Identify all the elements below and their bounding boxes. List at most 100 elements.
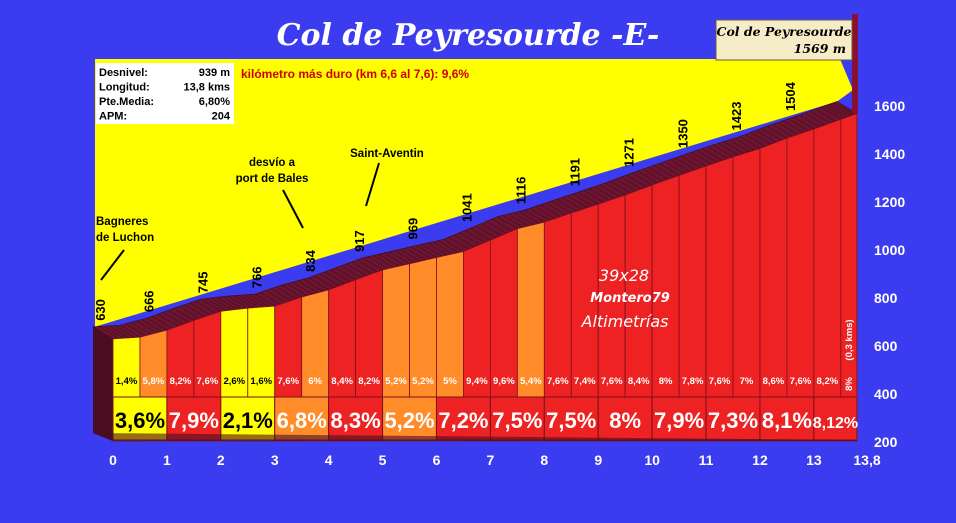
road-stripe — [567, 195, 588, 209]
segment-grade-label: 6% — [308, 376, 322, 387]
km-grade-box — [166, 396, 222, 441]
road-stripe — [373, 255, 394, 268]
road-stripe — [297, 280, 319, 294]
road-stripe — [146, 317, 168, 331]
road-stripe — [497, 216, 518, 229]
road-stripe — [400, 248, 421, 262]
elevation-label: 1350 — [675, 119, 690, 148]
km-grade-label: 8% — [609, 408, 641, 433]
segment-grade-label: 5,2% — [412, 376, 434, 387]
elevation-label: 666 — [142, 290, 157, 312]
elevation-label: 1041 — [460, 193, 475, 222]
road-stripe — [653, 164, 674, 178]
road-stripe — [793, 116, 815, 130]
y-tick-label: 1000 — [874, 242, 905, 258]
road-stripe — [513, 212, 534, 226]
segment-grade-label: 1,4% — [116, 376, 138, 387]
road-stripe — [437, 240, 459, 253]
road-stripe — [561, 197, 583, 210]
x-tick-label: 13,8 — [853, 452, 880, 468]
annotation-text: desvío a — [249, 157, 296, 169]
road-stripe — [308, 277, 329, 291]
y-tick-label: 800 — [874, 290, 898, 306]
road-stripe — [534, 206, 556, 219]
summit-pole — [852, 14, 858, 114]
annotation-text: Saint-Aventin — [350, 148, 424, 160]
road-stripe — [782, 120, 804, 133]
road-stripe — [507, 213, 529, 227]
segment-grade-label: 7,8% — [682, 376, 704, 387]
road-stripe — [648, 166, 669, 180]
road-stripe — [173, 308, 195, 321]
annotation-pointer — [282, 189, 304, 229]
road-stripe — [249, 294, 270, 307]
segment-grade-label: 8% — [659, 376, 673, 387]
road-stripe — [292, 281, 313, 295]
road-stripe — [394, 250, 416, 263]
road-stripe — [378, 253, 399, 267]
road-stripe — [313, 275, 335, 289]
segment-grade-label: 5,4% — [520, 376, 542, 387]
km-grade-label: 3,6% — [115, 408, 165, 433]
x-tick-label: 7 — [486, 452, 494, 468]
road-stripe — [658, 163, 680, 176]
elevation-label: 1271 — [621, 138, 636, 167]
summit-name: Col de Peyresourde — [717, 24, 852, 39]
segment-grade-label: 7,6% — [601, 376, 623, 387]
road-stripe — [804, 112, 825, 126]
road-stripe — [356, 259, 378, 273]
km-grade-box — [435, 396, 491, 441]
road-stripe — [491, 218, 513, 232]
segment-grade-label: 5,8% — [143, 376, 165, 387]
summit-altitude: 1569 m — [794, 41, 846, 56]
road-stripe — [702, 148, 723, 161]
x-tick-label: 2 — [217, 452, 225, 468]
road-stripe — [583, 190, 604, 203]
segment-grade-label: 7,6% — [277, 376, 299, 387]
segment-grade-label: 7,6% — [790, 376, 812, 387]
road-stripe — [739, 136, 761, 149]
road-stripe — [529, 208, 550, 221]
km-grade-box — [220, 396, 276, 441]
x-tick-label: 13 — [806, 452, 822, 468]
km-grade-label: 6,8% — [277, 408, 327, 433]
road-stripe — [464, 230, 486, 243]
road-stripe — [545, 202, 567, 216]
km-grade-box — [274, 396, 330, 441]
road-stripe — [330, 269, 351, 283]
road-stripe — [615, 178, 637, 192]
road-stripe — [157, 313, 178, 327]
road-stripe — [362, 257, 383, 271]
road-stripe — [195, 300, 216, 314]
road-stripe — [265, 290, 286, 303]
road-stripe — [610, 180, 631, 194]
x-tick-label: 3 — [271, 452, 279, 468]
segment-grade-label: 7,6% — [709, 376, 731, 387]
road-stripe — [98, 326, 119, 339]
annotation-text: de Luchon — [96, 232, 154, 244]
x-tick-label: 4 — [325, 452, 333, 468]
road-stripe — [389, 251, 410, 264]
segment-grade-label: 8,4% — [331, 376, 353, 387]
road-stripe — [103, 325, 124, 339]
road-stripe — [270, 288, 292, 301]
road-stripe — [502, 215, 523, 228]
km-grade-label: 7,5% — [492, 408, 542, 433]
y-tick-label: 200 — [874, 434, 898, 450]
road-stripe — [664, 161, 685, 174]
segment-grade-label: 8,2% — [358, 376, 380, 387]
road-stripe — [286, 283, 308, 296]
x-tick-label: 9 — [594, 452, 602, 468]
km-grade-label: 8,3% — [331, 408, 381, 433]
road-stripe — [734, 137, 755, 151]
segment-grade-label: 8,4% — [628, 376, 650, 387]
road-stripe — [680, 155, 701, 169]
segment-bar — [759, 137, 788, 442]
segment-grade-label: 8,2% — [170, 376, 192, 387]
road-stripe — [486, 220, 507, 234]
road-stripe — [141, 319, 162, 332]
road-stripe — [621, 176, 642, 190]
elevation-label: 766 — [249, 266, 264, 288]
km-grade-label: 8,1% — [762, 408, 812, 433]
y-tick-label: 1200 — [874, 194, 905, 210]
